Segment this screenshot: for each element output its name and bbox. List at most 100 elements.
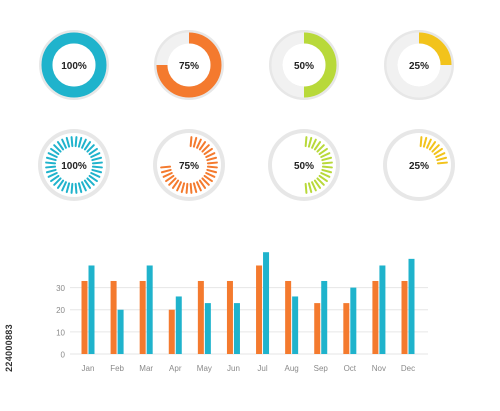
dial-tick (318, 147, 328, 156)
donut-fill-arc (41, 32, 107, 98)
dial-tick (426, 138, 432, 149)
donut-center (167, 43, 211, 87)
dial-tick (77, 136, 83, 148)
dial-tick (206, 161, 218, 165)
bar (343, 303, 350, 354)
dial-tick (81, 138, 87, 149)
donut-6: 75% (153, 129, 225, 201)
dial-tick (90, 152, 101, 158)
dial-tick (88, 147, 98, 156)
dial-tick (192, 136, 198, 148)
bar (256, 265, 263, 354)
bar-chart: 0 10 20 30 Jan Feb Mar Apr May Jun Jul Aug Sep Oct No… (56, 252, 428, 373)
donut-7: 50% (268, 129, 340, 201)
dial-tick (320, 152, 331, 158)
bar (263, 252, 270, 354)
dial-tick (422, 136, 428, 148)
dial-tick (198, 179, 207, 189)
x-axis-ticks: Jan Feb Mar Apr May Jun Jul Aug Sep Oct Nov Dec (82, 364, 416, 373)
chart-bars (81, 252, 415, 354)
dial-tick (436, 156, 448, 162)
bar (408, 258, 415, 354)
x-tick-label: May (197, 364, 212, 373)
dial-tick (45, 168, 57, 174)
dial-tick (65, 182, 71, 194)
dial-tick (321, 156, 333, 162)
dial-tick (307, 136, 313, 148)
x-tick-label: Jun (227, 364, 240, 373)
dial-tick (205, 172, 216, 178)
dial-tick (168, 177, 177, 186)
dial-tick (316, 177, 325, 186)
bar (81, 280, 88, 354)
dial-tick (45, 165, 57, 169)
dial-tick (53, 144, 62, 153)
bar (117, 309, 124, 354)
y-axis-ticks: 0 10 20 30 (56, 284, 65, 359)
dial-tick (307, 182, 313, 194)
bar (292, 296, 299, 354)
donut-charts: 100% 75% 50% 25% 100% 75% 50% 25% (38, 30, 455, 201)
dial-tick (433, 147, 443, 156)
dial-tick (86, 144, 95, 153)
dial-tick (180, 182, 186, 194)
donut-5: 100% (38, 129, 110, 201)
dial-tick (203, 147, 213, 156)
x-tick-label: Sep (314, 364, 329, 373)
x-tick-label: Apr (169, 364, 182, 373)
dial-tick (196, 181, 202, 192)
donut-percent-label: 100% (61, 161, 87, 172)
dial-tick (318, 174, 328, 183)
dial-tick (91, 165, 103, 169)
donut-fill-arc (418, 32, 452, 66)
dial-tick (203, 174, 213, 183)
dial-tick (185, 182, 189, 194)
dial-tick (91, 156, 103, 162)
donut-fill-arc (303, 32, 337, 98)
dial-tick (65, 136, 71, 148)
chart-gridlines (70, 287, 428, 355)
bar (401, 280, 408, 354)
dial-ticks (419, 136, 448, 165)
dial-tick (83, 141, 92, 151)
donut-percent-label: 25% (409, 161, 429, 172)
dial-tick (321, 161, 333, 165)
donut-4: 25% (384, 30, 454, 100)
x-tick-label: Jan (82, 364, 95, 373)
donut-percent-label: 50% (294, 61, 314, 72)
dial-tick (206, 165, 218, 169)
x-tick-label: Feb (110, 364, 124, 373)
dial-tick (196, 138, 202, 149)
dial-tick (74, 136, 78, 148)
y-tick-label: 20 (56, 306, 65, 315)
bar (321, 280, 328, 354)
dial-tick (428, 141, 437, 151)
x-tick-label: Oct (344, 364, 357, 373)
dial-tick (313, 179, 322, 189)
x-tick-label: Dec (401, 364, 415, 373)
bar (285, 280, 292, 354)
dial-tick (321, 168, 333, 174)
donut-percent-label: 25% (409, 61, 429, 72)
bar (204, 303, 211, 354)
dial-tick (431, 144, 440, 153)
bar (175, 296, 182, 354)
dial-tick (436, 161, 448, 165)
dial-tick (162, 172, 173, 178)
bar (372, 280, 379, 354)
dial-tick (176, 181, 182, 192)
dial-tick (86, 177, 95, 186)
donut-percent-label: 75% (179, 61, 199, 72)
dial-tick (311, 181, 317, 192)
dial-tick (61, 138, 67, 149)
donut-1: 100% (39, 30, 109, 100)
dial-tick (70, 182, 74, 194)
dial-tick (45, 156, 57, 162)
dial-tick (53, 177, 62, 186)
dial-tick (192, 182, 198, 194)
dial-tick (201, 177, 210, 186)
donut-percent-label: 50% (294, 161, 314, 172)
dial-tick (206, 168, 218, 174)
dial-tick (45, 161, 57, 165)
